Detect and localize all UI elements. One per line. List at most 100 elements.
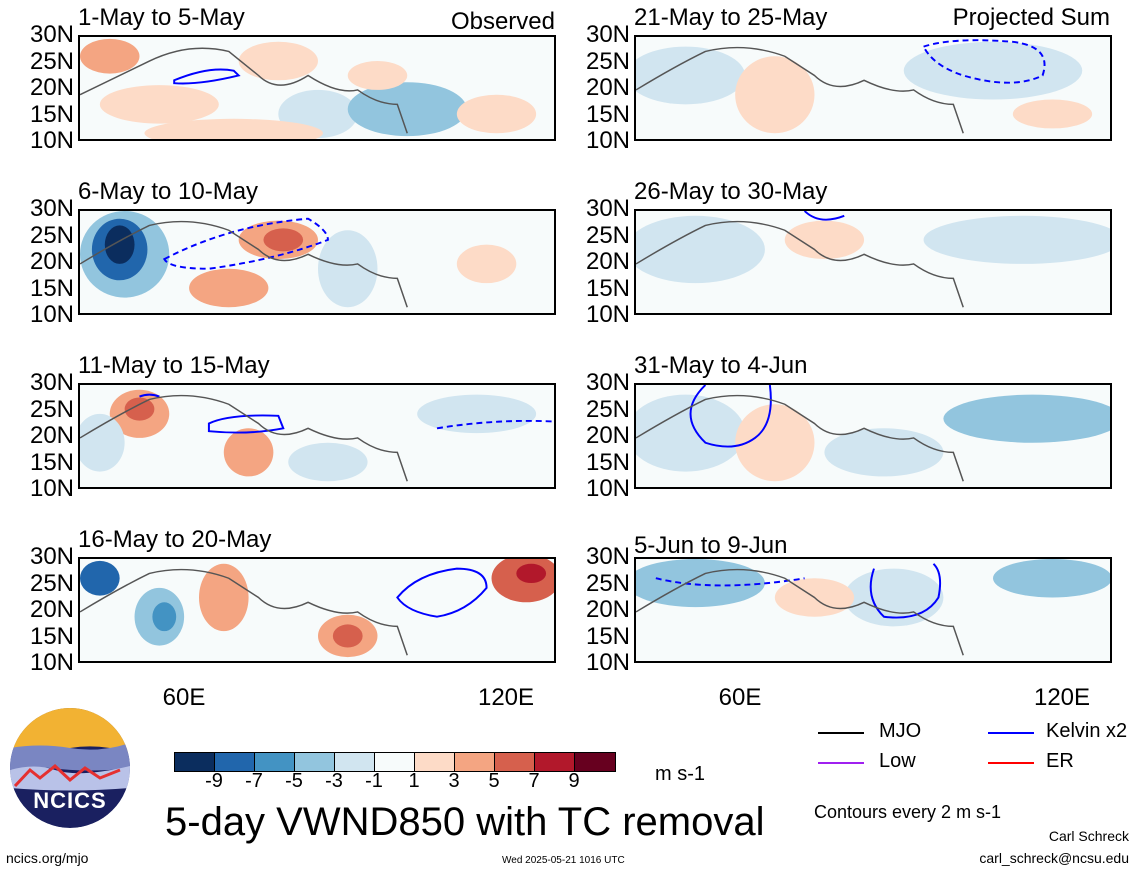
figure-title: 5-day VWND850 with TC removal [165,800,765,844]
panel-title-right-1: 21-May to 25-May [634,4,828,31]
lon-label-120e-left: 120E [477,684,535,711]
colorbar-swatch-6 [415,753,455,771]
colorbar-tick-7: 5 [488,770,500,792]
lat-label-15n-c1-r3: 15N [585,622,630,650]
panel-title-right-2: 26-May to 30-May [634,178,828,205]
colorbar-swatch-8 [495,753,535,771]
colorbar-swatch-1 [215,753,255,771]
colorbar-swatch-9 [535,753,575,771]
colorbar-units: m s-1 [655,763,705,785]
map-panel-left-3 [78,383,556,489]
map-panel-right-1 [634,35,1112,141]
colorbar-swatch-5 [375,753,415,771]
legend-line-kelvin [988,732,1034,734]
colorbar-tick-4: -1 [365,770,383,792]
lat-label-30n-c1-r3: 30N [585,543,630,570]
lat-label-15n-c0-r2: 15N [29,448,74,476]
panel-title-left-3: 11-May to 15-May [78,352,270,379]
lat-label-25n-c1-r2: 25N [585,395,630,423]
lat-label-15n-c1-r2: 15N [585,448,630,476]
timestamp: Wed 2025-05-21 1016 UTC [502,855,625,866]
lat-label-30n-c1-r0: 30N [585,21,630,48]
author-name: Carl Schreck [1048,828,1129,844]
colorbar-swatch-10 [575,753,615,771]
lat-label-30n-c0-r2: 30N [29,369,74,396]
colorbar-tick-3: -3 [325,770,343,792]
lon-label-60e-left: 60E [162,684,206,711]
lat-label-30n-c1-r1: 30N [585,195,630,222]
lon-label-120e-right: 120E [1033,684,1091,711]
lat-label-10n-c0-r1: 10N [29,301,74,328]
legend-line-er [988,762,1034,764]
lon-label-60e-right: 60E [718,684,762,711]
colorbar-tick-6: 3 [448,770,460,792]
lat-label-25n-c1-r1: 25N [585,221,630,249]
panel-tag-observed: Observed [450,8,555,35]
legend-line-low [818,762,864,764]
map-panel-left-2 [78,209,556,315]
colorbar-swatch-2 [255,753,295,771]
colorbar-swatch-7 [455,753,495,771]
map-panel-right-2 [634,209,1112,315]
lat-label-25n-c1-r3: 25N [585,569,630,597]
lat-label-20n-c0-r1: 20N [29,248,74,275]
lat-label-30n-c0-r0: 30N [29,21,74,48]
contour-interval-note: Contours every 2 m s-1 [814,802,1002,822]
lat-label-10n-c0-r2: 10N [29,475,74,502]
colorbar-tick-5: 1 [408,770,420,792]
lat-label-25n-c1-r0: 25N [585,47,630,75]
lat-label-15n-c0-r0: 15N [29,100,74,128]
lat-label-25n-c0-r0: 25N [29,47,74,75]
lat-label-10n-c1-r1: 10N [585,301,630,328]
panel-title-left-2: 6-May to 10-May [78,178,259,205]
map-panel-left-1 [78,35,556,141]
lat-label-20n-c0-r3: 20N [29,596,74,623]
map-panel-right-4 [634,557,1112,663]
colorbar-tick-0: -9 [205,770,223,792]
lat-label-20n-c1-r1: 20N [585,248,630,275]
lat-label-30n-c0-r1: 30N [29,195,74,222]
colorbar-tick-9: 9 [568,770,580,792]
lat-label-20n-c0-r2: 20N [29,422,74,449]
lat-label-10n-c0-r3: 10N [29,649,74,676]
colorbar-tick-1: -7 [245,770,263,792]
lat-label-25n-c0-r2: 25N [29,395,74,423]
legend-label-kelvin: Kelvin x2 [1046,720,1128,742]
legend-label-mjo: MJO [879,720,922,742]
lat-label-10n-c1-r2: 10N [585,475,630,502]
author-email: carl_schreck@ncsu.edu [979,850,1129,866]
lat-label-15n-c0-r1: 15N [29,274,74,302]
colorbar-tick-2: -5 [285,770,303,792]
panel-tag-projected: Projected Sum [952,4,1110,31]
panel-title-right-3: 31-May to 4-Jun [634,352,808,379]
colorbar-swatch-0 [175,753,215,771]
lat-label-15n-c1-r1: 15N [585,274,630,302]
map-panel-left-4 [78,557,556,663]
colorbar-swatch-3 [295,753,335,771]
lat-label-25n-c0-r3: 25N [29,569,74,597]
lat-label-20n-c1-r0: 20N [585,74,630,101]
panel-title-left-4: 16-May to 20-May [78,526,272,553]
lat-label-25n-c0-r1: 25N [29,221,74,249]
colorbar [174,752,616,772]
lat-label-20n-c1-r3: 20N [585,596,630,623]
ncics-logo: NCICS [10,708,130,828]
map-panel-right-3 [634,383,1112,489]
panel-title-right-4: 5-Jun to 9-Jun [634,532,788,559]
lat-label-20n-c0-r0: 20N [29,74,74,101]
lat-label-10n-c1-r0: 10N [585,127,630,154]
lat-label-30n-c1-r2: 30N [585,369,630,396]
lat-label-10n-c1-r3: 10N [585,649,630,676]
logo-text: NCICS [33,788,107,813]
lat-label-15n-c0-r3: 15N [29,622,74,650]
colorbar-tick-8: 7 [528,770,540,792]
legend-label-low: Low [879,750,916,772]
lat-label-15n-c1-r0: 15N [585,100,630,128]
legend-label-er: ER [1046,750,1074,772]
colorbar-swatch-4 [335,753,375,771]
lat-label-30n-c0-r3: 30N [29,543,74,570]
website-link[interactable]: ncics.org/mjo [6,850,89,866]
panel-title-left-1: 1-May to 5-May [78,4,245,31]
lat-label-10n-c0-r0: 10N [29,127,74,154]
lat-label-20n-c1-r2: 20N [585,422,630,449]
